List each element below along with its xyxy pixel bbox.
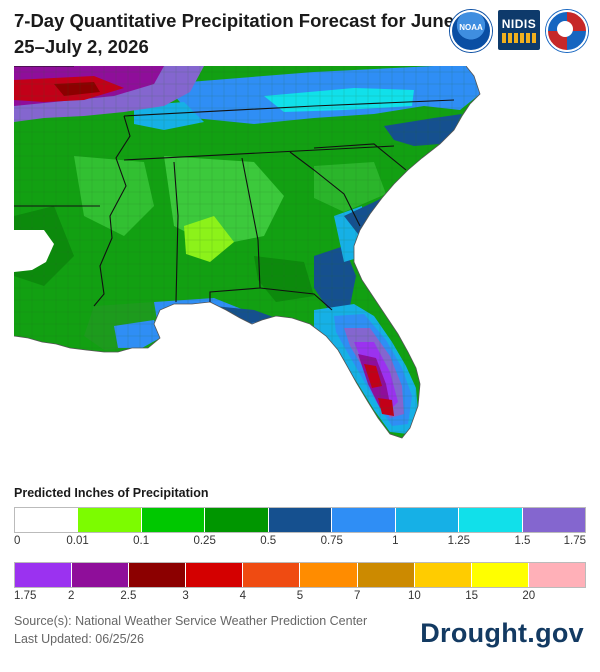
noaa-logo[interactable]: NOAA [450,10,492,52]
legend-color-bar-2 [14,562,586,588]
legend-tick-label: 1.5 [514,535,531,547]
legend-tick-label: 0 [14,535,21,547]
legend-swatch [357,563,415,587]
legend-color-bar-1 [14,507,586,533]
legend-tick-label: 1.75 [14,590,37,602]
legend-swatch [78,508,142,532]
legend-tick-label: 20 [522,590,536,602]
legend-swatch [243,563,301,587]
legend-swatch [459,508,523,532]
nidis-logo[interactable]: NIDIS [498,10,540,50]
legend-tick-label: 0.75 [320,535,343,547]
legend-tick-label: 0.25 [193,535,216,547]
legend-swatch [332,508,396,532]
legend-tick-label: 0.5 [260,535,277,547]
legend-tick-label: 3 [182,590,189,602]
legend-tick-label: 1.75 [563,535,586,547]
legend-tick-label: 7 [353,590,361,602]
legend-swatch [72,563,130,587]
legend-swatch [129,563,187,587]
legend-tick-label: 2 [67,590,75,602]
legend-swatch [141,508,206,532]
legend-swatch [15,508,79,532]
legend-tick-label: 4 [239,590,246,602]
legend-swatch [15,563,73,587]
page-title: 7-Day Quantitative Precipitation Forecas… [14,10,454,57]
legend-swatch [471,563,529,587]
noaa-logo-text: NOAA [459,23,483,32]
source-text: Source(s): National Weather Service Weat… [14,614,368,628]
legend-tick-label: 1.25 [447,535,471,547]
legend-ticks-1: 0 0.01 0.1 0.25 0.5 0.75 1 1.25 1.5 1.75 [14,535,586,551]
legend-swatch [205,508,269,532]
legend-swatch [414,563,472,587]
legend-ticks-2: 1.75 2 2.5 3 4 5 7 10 15 20 [14,590,586,606]
legend-tick-label: 2.5 [120,590,137,602]
legend-tick-label: 1 [392,535,399,547]
legend-swatch [528,563,585,587]
nidis-logo-text: NIDIS [501,17,537,31]
logo-group: NOAA NIDIS [450,10,588,52]
last-updated-text: Last Updated: 06/25/26 [14,632,144,646]
legend-swatch [300,563,358,587]
legend-tick-label: 0.01 [66,535,89,547]
legend-tick-label: 0.1 [133,535,150,547]
legend-tick-label: 10 [407,590,421,602]
legend-swatch [522,508,585,532]
precipitation-map [14,66,586,480]
drought-gov-logo[interactable]: Drought.gov [420,618,584,648]
legend-tick-label: 15 [465,590,478,602]
legend-swatch [395,508,460,532]
nws-logo[interactable] [546,10,588,52]
legend-tick-label: 5 [296,590,304,602]
legend-swatch [186,563,244,587]
legend-title: Predicted Inches of Precipitation [14,486,209,500]
source-note: Source(s): National Weather Service Weat… [14,612,367,648]
legend-swatch [268,508,333,532]
